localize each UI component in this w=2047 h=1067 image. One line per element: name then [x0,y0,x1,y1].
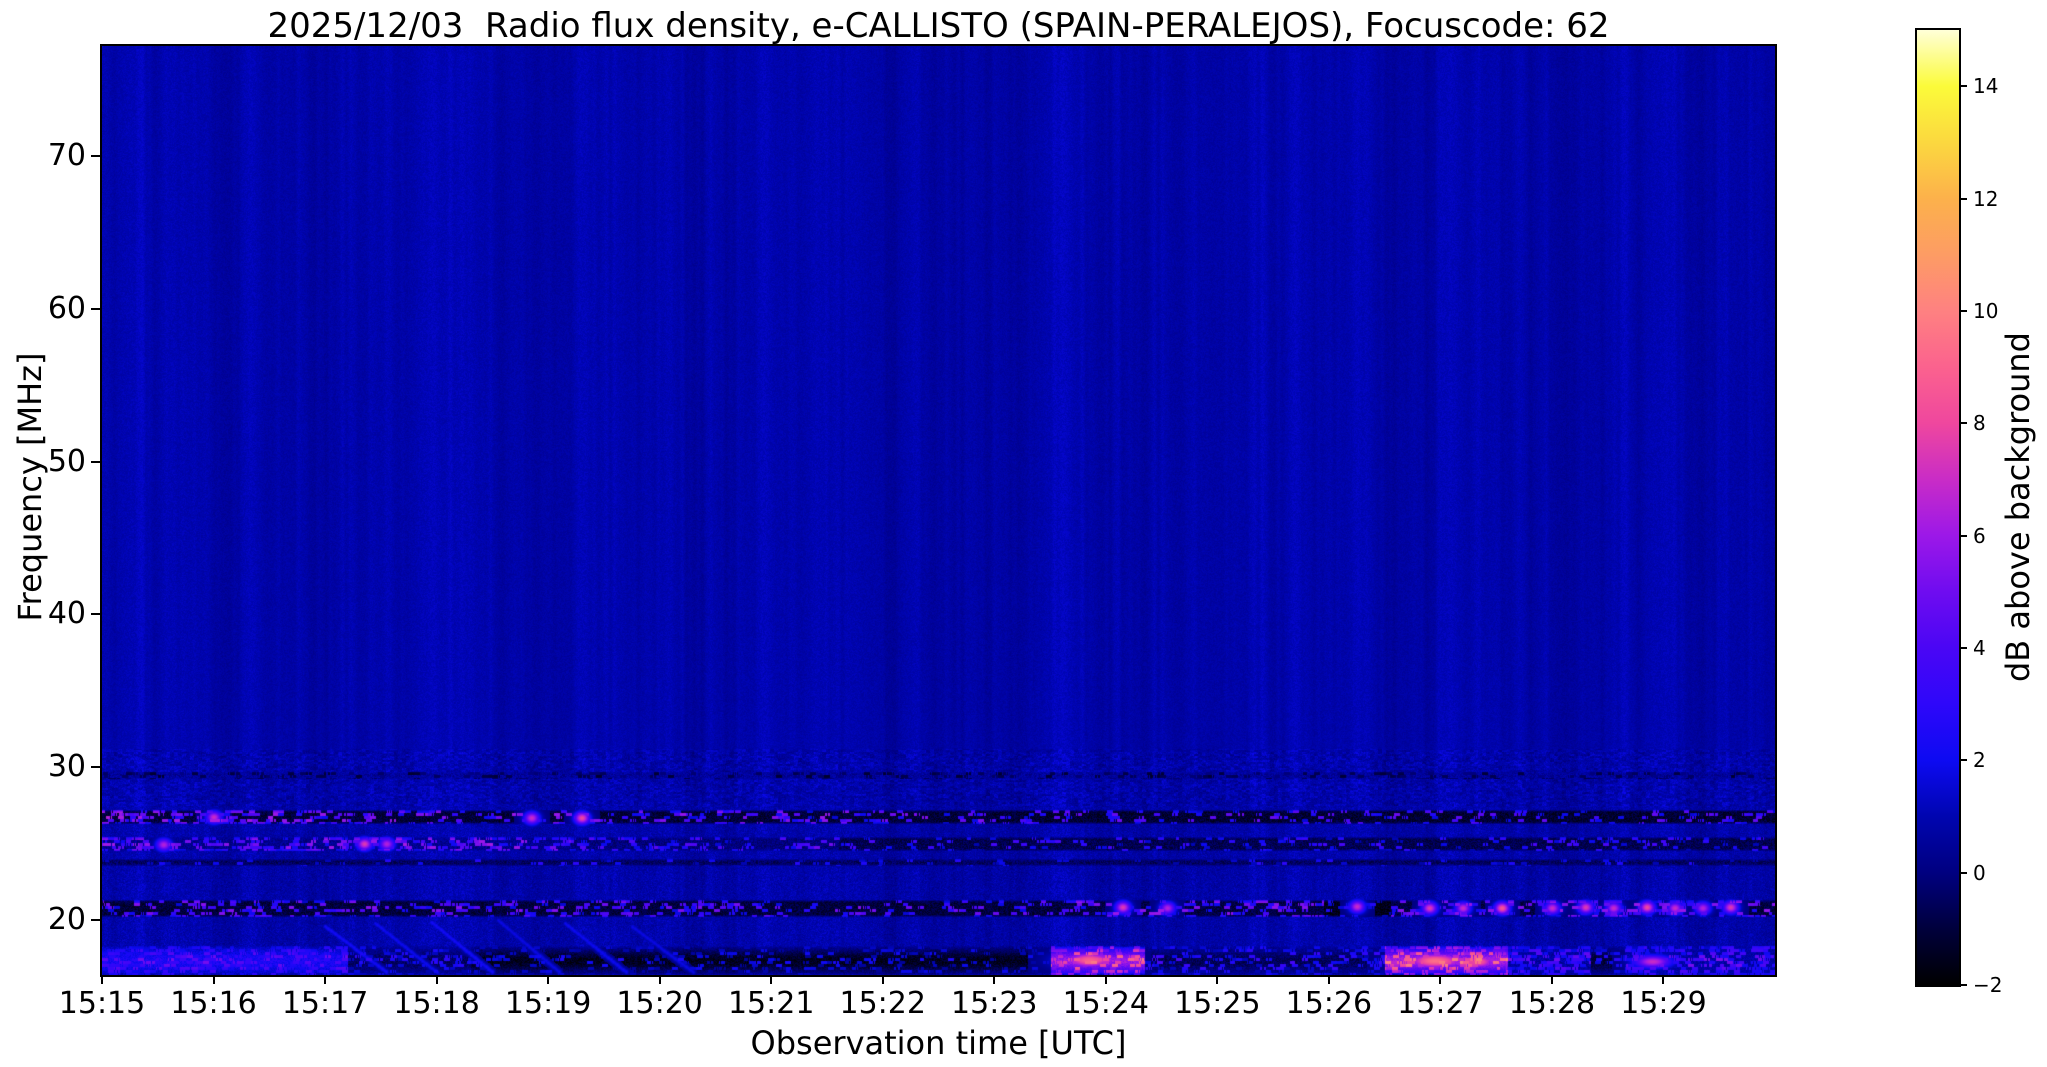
y-axis-label: Frequency [MHz] [11,352,49,622]
colorbar-tick-label: 8 [1973,411,1986,436]
x-tick-label: 15:25 [1174,986,1261,1021]
x-tick-label: 15:16 [170,986,257,1021]
x-tick-mark [1216,975,1219,984]
colorbar-tick-mark [1959,871,1967,874]
x-tick-label: 15:28 [1508,986,1596,1021]
colorbar-tick-mark [1959,984,1967,986]
y-tick-label: 50 [47,443,86,479]
y-tick-mark [91,307,100,310]
chart-title: 2025/12/03 Radio flux density, e-CALLIST… [267,6,1610,46]
x-tick-mark [1662,975,1665,984]
colorbar-tick-label: 2 [1973,748,1986,773]
x-tick-mark [1327,975,1330,984]
y-tick-mark [91,766,100,769]
plot-area [100,44,1777,977]
x-axis-label: Observation time [UTC] [750,1024,1127,1062]
x-tick-label: 15:18 [393,986,480,1021]
colorbar-tick-label: 12 [1973,186,1999,211]
colorbar-tick-mark [1959,197,1967,200]
x-tick-mark [212,975,215,984]
x-tick-mark [993,975,996,984]
x-tick-label: 15:29 [1620,986,1707,1021]
y-tick-label: 60 [47,290,86,326]
x-tick-label: 15:23 [951,986,1038,1021]
x-tick-label: 15:17 [281,986,369,1021]
y-tick-mark [91,918,100,921]
colorbar-tick-mark [1959,759,1967,762]
x-tick-label: 15:22 [839,986,926,1021]
x-tick-label: 15:24 [1062,986,1150,1021]
colorbar-tick-mark [1959,534,1967,537]
y-tick-mark [91,155,100,157]
y-tick-label: 40 [47,596,86,632]
x-tick-mark [658,975,661,984]
x-tick-mark [881,975,884,984]
x-tick-mark [547,975,550,984]
x-tick-label: 15:19 [504,986,592,1021]
x-tick-label: 15:26 [1285,986,1373,1021]
y-tick-label: 70 [47,138,86,173]
colorbar-tick-label: 0 [1973,860,1986,885]
x-tick-mark [324,975,327,984]
y-tick-mark [91,613,100,616]
colorbar-tick-label: 6 [1973,523,1986,548]
colorbar [1915,28,1961,987]
colorbar-tick-mark [1959,309,1967,312]
x-tick-label: 15:21 [727,986,815,1021]
colorbar-tick-mark [1959,422,1967,425]
colorbar-tick-label: −2 [1973,973,2003,997]
colorbar-tick-mark [1959,646,1967,649]
colorbar-tick-label: 14 [1973,74,1999,99]
colorbar-tick-mark [1959,85,1967,88]
x-tick-label: 15:20 [616,986,703,1021]
y-tick-label: 20 [47,901,86,937]
y-tick-label: 30 [47,749,86,785]
x-tick-label: 15:15 [58,986,146,1021]
x-tick-label: 15:27 [1397,986,1484,1021]
colorbar-label: dB above background [1999,332,2037,682]
x-tick-mark [101,975,103,984]
y-tick-mark [91,460,100,463]
colorbar-tick-label: 4 [1973,635,1986,660]
x-tick-mark [1104,975,1107,984]
x-tick-mark [770,975,773,984]
spectrogram-canvas [102,46,1775,975]
colorbar-tick-label: 10 [1973,298,1999,323]
colorbar-gradient [1917,30,1959,985]
x-tick-mark [1439,975,1442,984]
x-tick-mark [435,975,438,984]
x-tick-mark [1550,975,1553,984]
